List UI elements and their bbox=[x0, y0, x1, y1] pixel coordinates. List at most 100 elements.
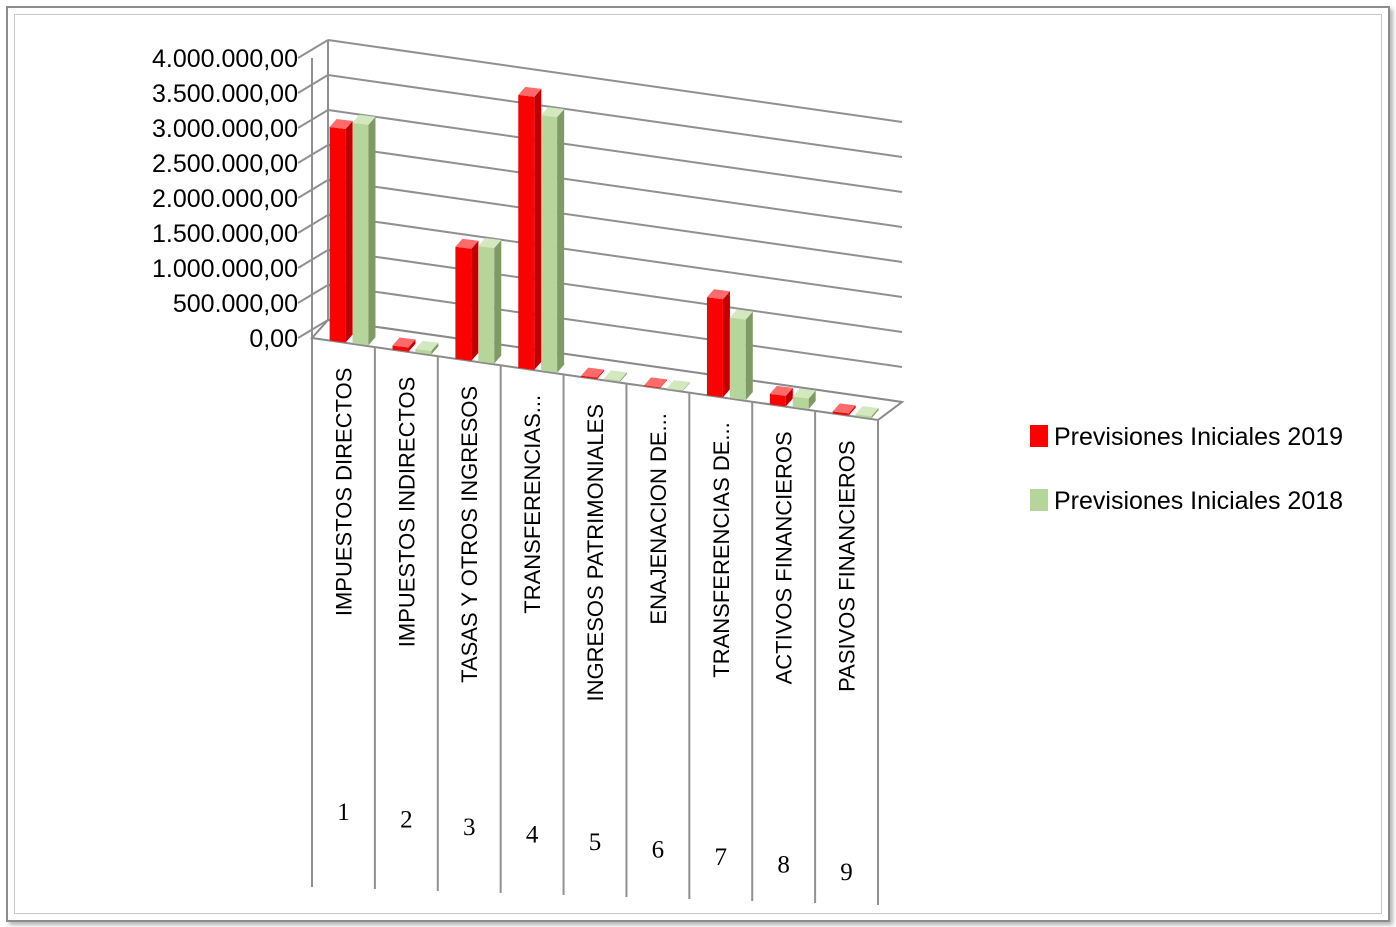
category-number: 1 bbox=[337, 799, 350, 826]
bar-front bbox=[518, 94, 535, 370]
legend-label: Previsiones Iniciales 2018 bbox=[1054, 487, 1343, 515]
bar bbox=[832, 403, 856, 416]
bar-front bbox=[329, 127, 346, 343]
bar-front bbox=[832, 411, 849, 416]
category-number: 5 bbox=[589, 829, 602, 856]
bar-side bbox=[494, 240, 502, 364]
bar-top bbox=[329, 119, 353, 130]
legend-label: Previsiones Iniciales 2019 bbox=[1054, 423, 1343, 451]
bar-side bbox=[745, 311, 753, 400]
bar-side bbox=[431, 342, 439, 355]
bar-front bbox=[792, 396, 809, 410]
category-label: INGRESOS PATRIMONIALES bbox=[583, 404, 608, 701]
bar bbox=[392, 337, 416, 352]
bar-side bbox=[848, 405, 856, 416]
bar-side bbox=[682, 382, 690, 391]
bar bbox=[706, 289, 730, 398]
category-number: 4 bbox=[526, 822, 539, 849]
bar bbox=[581, 367, 605, 379]
category-label: TRANSFERENCIAS DE... bbox=[709, 422, 734, 677]
bar-side bbox=[722, 291, 730, 398]
bar-side bbox=[368, 116, 376, 346]
bar bbox=[855, 406, 879, 419]
category-number: 9 bbox=[840, 859, 853, 886]
bar bbox=[541, 107, 565, 373]
category-label: TRANSFERENCIAS... bbox=[520, 395, 545, 614]
category-number: 3 bbox=[463, 814, 476, 841]
bar-top bbox=[518, 86, 542, 97]
bar-front bbox=[855, 414, 872, 419]
bar bbox=[478, 238, 502, 364]
bar-front bbox=[352, 122, 369, 346]
y-axis-tick-labels: 0,00 500.000,00 1.000.000,00 1.500.000,00 2.… bbox=[152, 45, 298, 353]
bar-side bbox=[408, 339, 416, 352]
bar-top bbox=[729, 309, 753, 320]
bar-top bbox=[855, 406, 879, 417]
bar-front bbox=[706, 297, 723, 398]
y-tick-label: 2.000.000,00 bbox=[152, 185, 298, 213]
category-label: IMPUESTOS INDIRECTOS bbox=[394, 377, 419, 648]
bar-side bbox=[871, 408, 879, 419]
bar-front bbox=[415, 348, 432, 355]
bar-side bbox=[471, 240, 479, 361]
bar-side bbox=[660, 379, 668, 389]
gridline bbox=[327, 144, 903, 228]
bar-front bbox=[455, 246, 472, 361]
legend-swatch bbox=[1030, 489, 1048, 511]
legend: Previsiones Iniciales 2019 Previsiones In… bbox=[1030, 423, 1343, 515]
category-label: ENAJENACION DE... bbox=[646, 413, 671, 624]
gridline bbox=[327, 39, 903, 123]
bar-top bbox=[604, 370, 628, 381]
bar-top bbox=[581, 367, 605, 378]
bar-top bbox=[706, 289, 730, 300]
bar-front bbox=[581, 375, 598, 379]
category-number: 8 bbox=[777, 852, 790, 879]
bar-front bbox=[392, 345, 409, 352]
bar-top bbox=[644, 377, 668, 388]
bar bbox=[792, 388, 816, 410]
bar bbox=[666, 380, 690, 391]
category-label: PASIVOS FINANCIEROS bbox=[835, 440, 860, 691]
y-tick-label: 3.500.000,00 bbox=[152, 80, 298, 108]
bars bbox=[329, 86, 879, 419]
bar-side bbox=[785, 387, 793, 407]
gridline bbox=[327, 109, 903, 193]
bar-top bbox=[392, 337, 416, 348]
bar bbox=[415, 340, 439, 355]
bar bbox=[352, 114, 376, 346]
bar-top bbox=[666, 380, 690, 391]
category-number: 6 bbox=[652, 837, 665, 864]
y-tick-label: 1.000.000,00 bbox=[152, 255, 298, 283]
bar-side bbox=[345, 121, 353, 343]
bar-top bbox=[832, 403, 856, 414]
y-tick-label: 500.000,00 bbox=[173, 290, 298, 318]
bar bbox=[604, 370, 628, 382]
legend-swatch bbox=[1030, 425, 1048, 447]
gridline bbox=[327, 74, 903, 158]
category-label: IMPUESTOS DIRECTOS bbox=[331, 368, 356, 617]
bar-front bbox=[644, 385, 661, 389]
bar-top bbox=[415, 340, 439, 351]
gridline bbox=[327, 284, 903, 368]
bar-front bbox=[729, 317, 746, 400]
bar-top bbox=[541, 107, 565, 118]
bar bbox=[518, 86, 542, 370]
gridlines bbox=[297, 39, 905, 422]
bar-side bbox=[597, 369, 605, 379]
bar bbox=[644, 377, 668, 389]
bar bbox=[729, 309, 753, 400]
gridline-depth bbox=[297, 39, 329, 59]
bar-side bbox=[620, 372, 628, 382]
category-number: 2 bbox=[400, 807, 413, 834]
gridline bbox=[327, 179, 903, 263]
bar-side bbox=[808, 390, 816, 410]
chart-frame bbox=[6, 6, 1390, 922]
y-tick-label: 0,00 bbox=[249, 325, 298, 353]
y-tick-label: 1.500.000,00 bbox=[152, 220, 298, 248]
y-tick-label: 4.000.000,00 bbox=[152, 45, 298, 73]
bar-front bbox=[541, 115, 558, 373]
category-table: IMPUESTOS DIRECTOS 1 IMPUESTOS INDIRECTOS 2… bbox=[311, 338, 879, 905]
bar-top bbox=[792, 388, 816, 399]
bar bbox=[769, 385, 793, 407]
